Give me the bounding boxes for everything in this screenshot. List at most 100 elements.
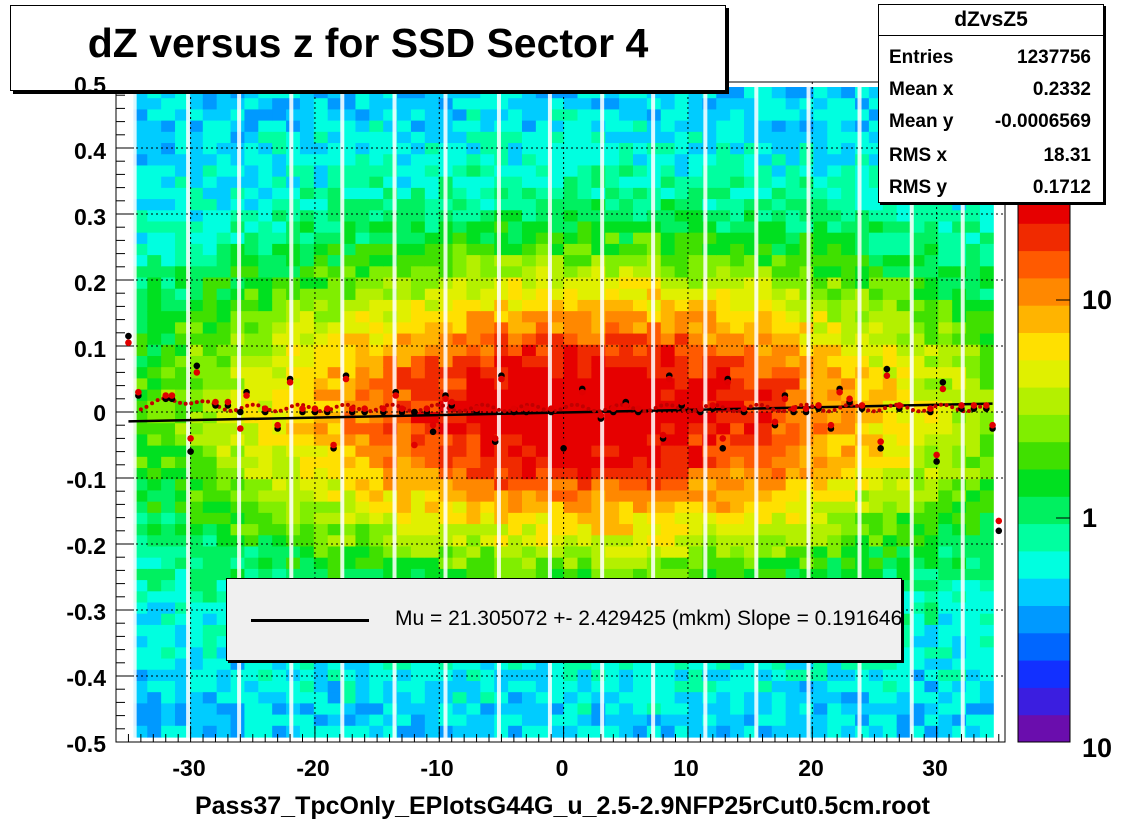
heatmap-cell [466,725,481,738]
heatmap-cell [744,423,759,436]
heatmap-cell [744,243,759,256]
heatmap-cell [244,355,259,368]
heatmap-cell [397,512,412,525]
heatmap-cell [369,479,384,492]
heatmap-cell [757,109,773,122]
data-point [168,392,176,399]
heatmap-cell [480,703,495,716]
heatmap-cell [827,524,842,536]
heatmap-cell [785,243,801,256]
heatmap-cell [383,445,398,458]
heatmap-cell [410,680,426,693]
heatmap-cell [521,714,537,727]
heatmap-cell [938,613,953,626]
heatmap-cell [494,243,509,256]
heatmap-cell [716,490,731,503]
heatmap-cell [674,87,690,99]
data-point [187,435,194,442]
heatmap-cell [660,154,676,167]
data-point [846,395,853,403]
heatmap-cell [549,692,565,704]
heatmap-cell [591,266,606,279]
heatmap-cell [688,524,703,536]
heatmap-cell [757,479,773,492]
heatmap-cell [660,210,676,223]
heatmap-cell [508,277,523,290]
heatmap-cell [771,311,787,323]
heatmap-cell [424,490,440,503]
heatmap-cell [868,87,884,99]
heatmap-cell [716,165,731,178]
legend-line-swatch [251,619,369,622]
heatmap-cell [521,221,537,234]
heatmap-cell [563,344,579,357]
heatmap-cell [619,378,634,391]
heatmap-cell [591,322,606,335]
heatmap-cell [258,490,273,503]
heatmap-cell [771,210,787,223]
heatmap-cell [674,725,690,738]
heatmap-cell [535,210,551,223]
heatmap-cell [466,109,481,122]
heatmap-cell [633,703,648,716]
colorbar-segment [1018,250,1070,279]
heatmap-cell [188,490,204,503]
heatmap-cell [397,266,412,279]
heatmap-cell [147,389,162,402]
heatmap-cell [605,725,620,738]
heatmap-cell [855,456,870,469]
heatmap-cell [660,692,676,704]
heatmap-cell [133,624,148,637]
profile-point [144,404,149,409]
x-tick-label: -10 [420,755,454,781]
heatmap-cell [508,299,523,312]
heatmap-cell [369,232,384,245]
heatmap-cell [272,658,287,671]
heatmap-cell [813,501,828,514]
heatmap-cell [369,378,384,391]
heatmap-cell [383,154,398,167]
heatmap-cell [785,456,801,469]
heatmap-cell [660,479,676,492]
heatmap-cell [674,98,690,111]
profile-point [888,403,893,408]
heatmap-cell [216,232,232,245]
heatmap-cell [188,389,204,402]
heatmap-cell [952,266,967,279]
colorbar-segment [1018,441,1070,470]
colorbar-tick-label: 1 [1082,503,1098,533]
heatmap-cell [855,333,870,346]
heatmap-cell [133,423,148,436]
heatmap-cell [424,557,440,570]
heatmap-cell [397,98,412,111]
heatmap-cell [508,692,523,704]
heatmap-cell [702,333,717,346]
heatmap-cell [938,524,953,536]
heatmap-cell [244,98,259,111]
heatmap-cell [855,546,870,559]
heatmap-cell [244,210,259,223]
heatmap-cell [730,658,745,671]
heatmap-cell [785,131,801,144]
heatmap-cell [757,131,773,144]
heatmap-cell [494,87,509,99]
heatmap-cell [910,624,926,637]
data-point [896,402,903,409]
heatmap-cell [702,524,717,536]
heatmap-cell [730,479,745,492]
heatmap-cell [549,299,565,312]
heatmap-cell [327,266,343,279]
x-tick-label: 30 [922,755,948,781]
heatmap-cell [327,232,343,245]
heatmap-cell [757,389,773,402]
heatmap-cell [605,131,620,144]
heatmap-cell [272,669,287,682]
x-tick-label: -30 [172,755,206,781]
heatmap-cell [660,412,676,424]
heatmap-cell [868,210,884,223]
heatmap-cell [674,524,690,536]
heatmap-cell [521,311,537,323]
profile-point [368,409,373,414]
heatmap-cell [827,557,842,570]
heatmap-cell [397,546,412,559]
